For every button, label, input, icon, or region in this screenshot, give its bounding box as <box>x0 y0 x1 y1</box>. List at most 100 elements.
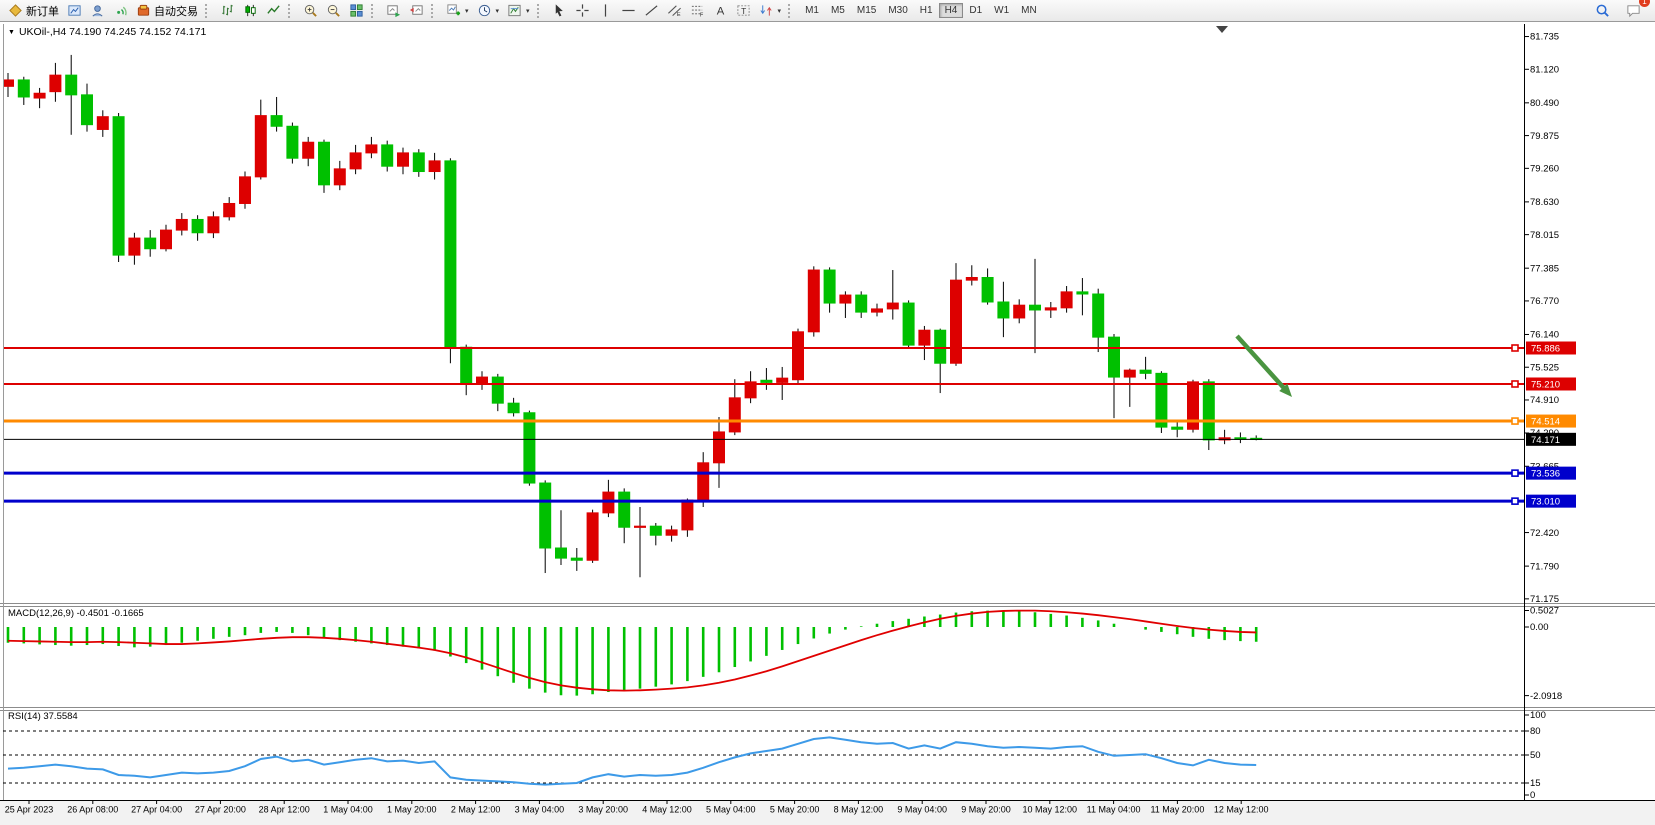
zoom-out-button[interactable] <box>322 0 345 22</box>
candle <box>728 397 741 433</box>
horizontal-line-button[interactable] <box>617 0 640 22</box>
svg-text:11 May 20:00: 11 May 20:00 <box>1150 805 1204 815</box>
price-badge-74.514: 74.514 <box>1526 414 1576 428</box>
candle <box>649 525 662 536</box>
auto-trading-button[interactable]: 自动交易 <box>132 0 202 22</box>
candle <box>254 115 267 178</box>
candle <box>65 74 78 96</box>
bar-chart-button[interactable] <box>216 0 239 22</box>
svg-text:73.010: 73.010 <box>1531 497 1560 508</box>
svg-text:E: E <box>676 12 680 18</box>
candle <box>1155 372 1168 428</box>
notification-badge: 1 <box>1639 0 1650 7</box>
toolbar-grip <box>788 3 794 18</box>
tile-windows-button[interactable] <box>345 0 368 22</box>
svg-text:0.5027: 0.5027 <box>1530 606 1559 617</box>
candle <box>160 229 172 250</box>
chart-shift-marker[interactable] <box>1216 26 1228 33</box>
line-chart-button[interactable] <box>262 0 285 22</box>
candle <box>270 115 283 127</box>
autoscroll-icon <box>386 3 401 18</box>
candle <box>302 141 315 159</box>
candle <box>618 491 631 528</box>
macd-signal-line <box>7 609 1257 692</box>
candle <box>1013 304 1026 319</box>
candle <box>191 218 204 234</box>
channel-button[interactable]: E <box>663 0 686 22</box>
timeframe-m1-button[interactable]: M1 <box>805 5 819 16</box>
hline-handle[interactable] <box>1511 469 1519 477</box>
charts-window-button[interactable] <box>63 0 86 22</box>
candle <box>412 152 425 173</box>
shift-icon <box>409 3 424 18</box>
trendline-button[interactable] <box>640 0 663 22</box>
svg-text:74.514: 74.514 <box>1531 417 1560 428</box>
vertical-line-button[interactable] <box>594 0 617 22</box>
candle <box>49 74 62 93</box>
candle <box>586 512 599 561</box>
dropdown-caret-icon[interactable]: ▾ <box>465 7 469 15</box>
timeframe-m5-button[interactable]: M5 <box>830 5 845 16</box>
fibonacci-button[interactable]: F <box>686 0 709 22</box>
candle <box>807 269 820 333</box>
crosshair-button[interactable] <box>571 0 594 22</box>
svg-text:1 May 04:00: 1 May 04:00 <box>323 805 373 815</box>
shapes-button[interactable]: ▾ <box>755 0 786 22</box>
timeframe-mn-button[interactable]: MN <box>1021 5 1037 16</box>
templates-button[interactable]: ▾ <box>503 0 534 22</box>
hline-handle[interactable] <box>1511 497 1519 505</box>
svg-text:71.175: 71.175 <box>1530 594 1559 605</box>
candle <box>239 176 251 204</box>
dropdown-caret-icon[interactable]: ▾ <box>526 7 530 15</box>
timeframe-m15-button[interactable]: M15 <box>856 5 877 16</box>
svg-text:75.210: 75.210 <box>1531 379 1560 390</box>
notifications-button[interactable]: 1 <box>1622 0 1650 22</box>
candle <box>397 152 409 167</box>
candle <box>112 116 125 256</box>
timeframe-h4-button[interactable]: H4 <box>938 3 964 18</box>
candle <box>96 116 109 130</box>
auto-scroll-button[interactable] <box>382 0 405 22</box>
label-button[interactable]: T <box>732 0 755 22</box>
timeframe-m30-button[interactable]: M30 <box>888 5 908 16</box>
search-button[interactable] <box>1591 0 1614 22</box>
trend-arrow-head[interactable] <box>1279 383 1292 397</box>
svg-text:0.00: 0.00 <box>1530 622 1549 633</box>
text-button[interactable]: A <box>709 0 732 22</box>
hline-handle[interactable] <box>1511 417 1519 425</box>
indicators-button[interactable]: ▾ <box>442 0 473 22</box>
svg-text:74.910: 74.910 <box>1530 395 1559 406</box>
hline-handle[interactable] <box>1511 344 1519 352</box>
svg-text:76.770: 76.770 <box>1530 296 1559 307</box>
candle <box>128 237 141 256</box>
dropdown-caret-icon[interactable]: ▾ <box>495 7 500 15</box>
signal-icon <box>113 3 128 18</box>
candle <box>1202 381 1215 441</box>
timeframe-h1-button[interactable]: H1 <box>919 5 933 16</box>
candle <box>823 269 836 304</box>
toolbar: 新订单 自动交易 ▾ ▾ ▾ E F A T ▾ M1 M5 M15 M30 H1 H4 D1 W1 MN 1 <box>0 0 1655 22</box>
timeframe-d1-button[interactable]: D1 <box>969 5 983 16</box>
market-watch-button[interactable] <box>86 0 109 22</box>
hline-handle[interactable] <box>1511 380 1519 388</box>
symbol-ohlc-line[interactable]: ▼ UKOil-,H4 74.190 74.245 74.152 74.171 <box>8 26 206 38</box>
chart-shift-button[interactable] <box>405 0 428 22</box>
signals-button[interactable] <box>109 0 132 22</box>
periods-button[interactable]: ▾ <box>473 0 504 22</box>
candle <box>981 276 994 303</box>
candle <box>460 346 473 385</box>
svg-text:27 Apr 04:00: 27 Apr 04:00 <box>131 805 182 815</box>
dropdown-caret-icon[interactable]: ▾ <box>777 7 782 15</box>
candlestick-chart-button[interactable] <box>239 0 262 22</box>
price-badge-73.536: 73.536 <box>1526 466 1576 480</box>
new-order-button[interactable]: 新订单 <box>4 0 63 22</box>
trend-arrow[interactable] <box>1235 334 1288 392</box>
candle <box>3 79 14 87</box>
symbol-collapse-icon[interactable]: ▼ <box>8 29 15 36</box>
time-axis[interactable]: 25 Apr 2023 26 Apr 08:00 27 Apr 04:00 27 Ap… <box>5 800 1269 815</box>
zoom-in-button[interactable] <box>299 0 322 22</box>
svg-text:27 Apr 20:00: 27 Apr 20:00 <box>195 805 246 815</box>
timeframe-w1-button[interactable]: W1 <box>994 5 1010 16</box>
cursor-button[interactable] <box>548 0 571 22</box>
